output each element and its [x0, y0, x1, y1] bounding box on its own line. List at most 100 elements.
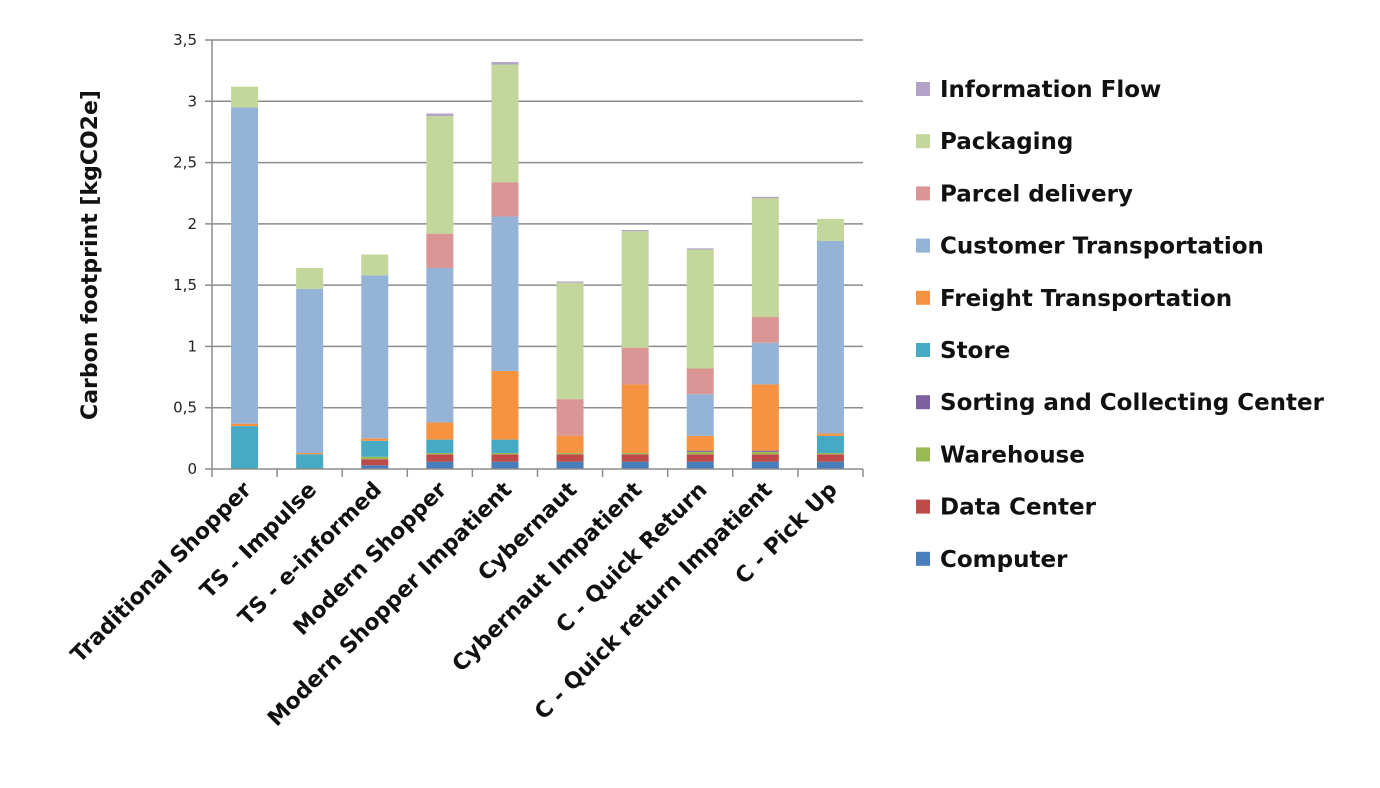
bar-segment — [426, 115, 454, 234]
legend-swatch — [916, 447, 930, 462]
bar-segment — [361, 254, 389, 276]
legend-label: Warehouse — [940, 442, 1085, 468]
bar-segment — [426, 454, 454, 462]
bar-segment — [751, 342, 779, 385]
legend-label: Store — [940, 338, 1010, 364]
bar-segment — [296, 454, 324, 469]
bar-segment — [816, 433, 844, 436]
legend: Information Flow Packaging Parcel delivery… — [916, 77, 1325, 573]
bar-segment — [426, 233, 454, 268]
y-tick-label: 0,5 — [173, 399, 197, 417]
bar-segment — [686, 394, 714, 436]
bar-segment — [296, 288, 324, 454]
bar-segment — [491, 454, 519, 462]
bar-segment — [751, 454, 779, 462]
bar-segment — [686, 461, 714, 469]
y-tick-label: 1,5 — [173, 276, 197, 294]
bar-segment — [296, 453, 324, 455]
bar-segment — [621, 453, 649, 455]
bar-segment — [556, 435, 584, 454]
bar-segment — [621, 461, 649, 469]
bar-segment — [751, 317, 779, 343]
bar-segment — [686, 435, 714, 451]
y-tick-label: 3,5 — [173, 31, 197, 49]
bar-segment — [751, 451, 779, 455]
bar-segment — [556, 399, 584, 436]
bar-segment — [361, 456, 389, 460]
legend-label: Computer — [940, 547, 1068, 573]
bar-segment — [231, 86, 259, 108]
bar-segment — [426, 453, 454, 455]
bar-segment — [686, 450, 714, 452]
bar-segment — [556, 281, 584, 283]
bar-segment — [686, 451, 714, 455]
x-tick-label: C - Quick return Impatient — [530, 477, 778, 725]
y-tick-label: 0 — [187, 460, 197, 478]
y-tick-label: 3 — [187, 92, 197, 110]
bar-segment — [816, 453, 844, 455]
bar-segment — [426, 461, 454, 469]
bar-segment — [556, 454, 584, 462]
y-tick-label: 2,5 — [173, 154, 197, 172]
bar-segment — [491, 182, 519, 217]
bar-segment — [491, 453, 519, 455]
legend-label: Information Flow — [940, 77, 1161, 103]
x-tick-label: TS - Impulse — [196, 478, 322, 604]
legend-label: Freight Transportation — [940, 286, 1232, 312]
bar-segment — [621, 347, 649, 385]
bar-segment — [231, 423, 259, 427]
bar-segment — [621, 229, 649, 232]
bar-segment — [686, 368, 714, 395]
bar-segment — [426, 422, 454, 440]
bar-segment — [361, 459, 389, 466]
legend-swatch — [916, 238, 930, 253]
bar-segment — [491, 439, 519, 454]
bar-segment — [361, 438, 389, 441]
bar-segment — [231, 107, 259, 424]
bar-segment — [751, 384, 779, 451]
bar-segment — [231, 426, 259, 469]
bar-segment — [751, 461, 779, 469]
bar-segment — [556, 461, 584, 469]
bar-segment — [491, 62, 519, 65]
bar-segment — [816, 435, 844, 454]
legend-swatch — [916, 499, 930, 514]
y-tick-label: 1 — [187, 337, 197, 355]
legend-label: Sorting and Collecting Center — [940, 390, 1325, 416]
bar-segment — [361, 465, 389, 469]
bar-segment — [296, 267, 324, 289]
bar-segment — [751, 196, 779, 199]
bar-segment — [816, 218, 844, 242]
legend-swatch — [916, 290, 930, 305]
legend-label: Customer Transportation — [940, 234, 1264, 260]
legend-label: Data Center — [940, 495, 1097, 521]
bar-segment — [816, 461, 844, 469]
legend-swatch — [916, 134, 930, 149]
legend-swatch — [916, 186, 930, 201]
bar-segment — [491, 461, 519, 469]
legend-swatch — [916, 551, 930, 566]
legend-label: Packaging — [940, 129, 1073, 155]
legend-swatch — [916, 395, 930, 410]
y-tick-label: 2 — [187, 215, 197, 233]
bar-segment — [491, 370, 519, 440]
bar-segment — [816, 454, 844, 462]
legend-swatch — [916, 343, 930, 357]
bar-segment — [426, 267, 454, 423]
bar-segment — [816, 241, 844, 434]
bar-segment — [361, 440, 389, 457]
bar-segment — [751, 198, 779, 318]
bar-segment — [361, 275, 389, 439]
bar-segment — [751, 450, 779, 452]
bar-segment — [621, 384, 649, 454]
bar-segment — [491, 216, 519, 371]
bar-segment — [686, 248, 714, 250]
bar-segment — [426, 113, 454, 116]
bar-segment — [426, 439, 454, 454]
bar-segment — [686, 249, 714, 369]
bar-segment — [491, 64, 519, 183]
bar-segment — [556, 282, 584, 400]
legend-swatch — [916, 82, 930, 96]
